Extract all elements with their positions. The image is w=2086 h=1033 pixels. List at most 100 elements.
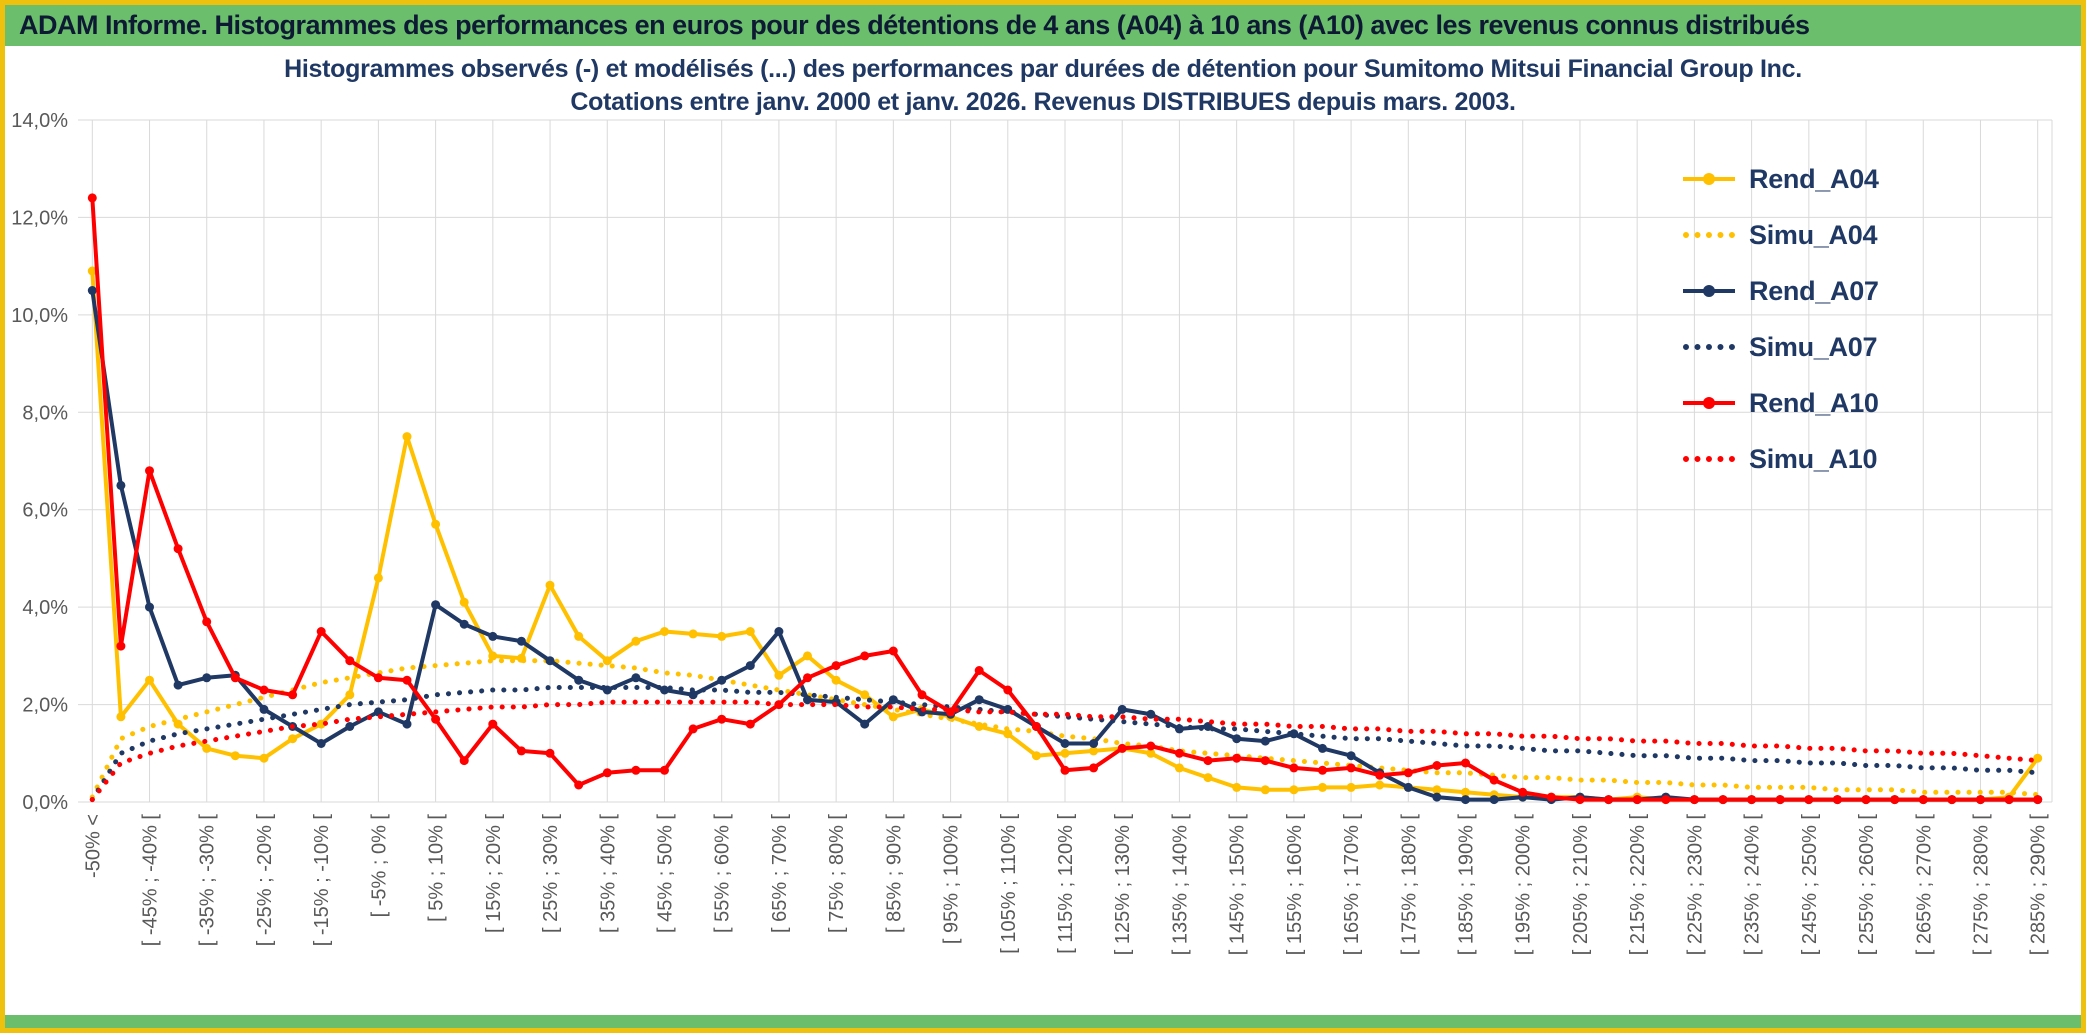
marker-rend_a07: [860, 719, 870, 729]
x-tick-label: [ 145% ; 150% [: [1227, 814, 1249, 956]
legend-label: Rend_A10: [1749, 387, 1879, 418]
marker-rend_a04: [631, 636, 641, 646]
legend-item-simu-a10: Simu_A10: [1683, 431, 1879, 487]
marker-rend_a04: [87, 266, 97, 276]
marker-rend_a07: [202, 673, 212, 683]
y-tick-label: 12,0%: [11, 207, 68, 229]
legend-label: Simu_A07: [1749, 331, 1878, 362]
marker-rend_a04: [1031, 751, 1041, 761]
marker-rend_a10: [1432, 761, 1442, 770]
legend-item-rend-a04: Rend_A04: [1683, 151, 1879, 207]
legend-label: Rend_A07: [1749, 275, 1879, 306]
x-tick-label: -50% <: [82, 814, 104, 878]
x-tick-label: [ 35% ; 40% [: [597, 814, 619, 933]
marker-rend_a07: [803, 695, 812, 705]
marker-rend_a10: [831, 661, 841, 671]
marker-rend_a07: [774, 627, 784, 636]
marker-rend_a10: [87, 193, 97, 203]
x-tick-label: [ 155% ; 160% [: [1284, 814, 1306, 956]
legend-item-rend-a07: Rend_A07: [1683, 263, 1879, 319]
marker-rend_a10: [1461, 758, 1470, 768]
marker-rend_a10: [1775, 795, 1785, 805]
y-tick-label: 6,0%: [22, 500, 68, 522]
marker-rend_a04: [1461, 787, 1470, 797]
marker-rend_a10: [1689, 795, 1699, 805]
legend-item-simu-a07: Simu_A07: [1683, 319, 1879, 375]
marker-rend_a07: [1089, 739, 1099, 748]
x-tick-label: [ 275% ; 280% [: [1970, 814, 1992, 956]
marker-rend_a10: [946, 707, 956, 717]
marker-rend_a04: [288, 734, 298, 744]
chart-title-line2: Cotations entre janv. 2000 et janv. 2026…: [570, 88, 1516, 116]
marker-rend_a04: [402, 432, 412, 442]
marker-rend_a10: [1403, 768, 1413, 778]
marker-rend_a10: [1947, 795, 1957, 805]
marker-rend_a10: [1117, 743, 1127, 753]
marker-rend_a10: [2033, 795, 2043, 805]
marker-rend_a10: [1203, 756, 1213, 766]
marker-rend_a10: [230, 673, 240, 683]
marker-rend_a10: [1976, 795, 1985, 805]
marker-rend_a10: [1146, 741, 1156, 751]
marker-rend_a10: [116, 641, 126, 651]
marker-rend_a10: [1546, 792, 1556, 802]
marker-rend_a07: [660, 685, 669, 695]
marker-rend_a07: [545, 656, 555, 666]
y-tick-label: 2,0%: [22, 695, 68, 717]
legend-label: Rend_A04: [1749, 163, 1879, 194]
marker-rend_a10: [1089, 763, 1099, 773]
x-tick-label: [ 225% ; 230% [: [1684, 814, 1706, 956]
marker-rend_a04: [373, 573, 383, 583]
marker-rend_a10: [1718, 795, 1728, 805]
chart-legend: Rend_A04 Simu_A04 Rend_A07 Simu_A07 Rend…: [1683, 151, 1879, 487]
x-tick-label: [ 65% ; 70% [: [769, 814, 791, 933]
marker-rend_a04: [431, 519, 441, 529]
y-tick-label: 0,0%: [22, 792, 68, 814]
x-tick-label: [ 75% ; 80% [: [826, 814, 848, 933]
legend-marker-icon: [1703, 285, 1715, 297]
marker-rend_a07: [87, 286, 97, 295]
legend-label: Simu_A10: [1749, 443, 1878, 474]
x-tick-label: [ 135% ; 140% [: [1169, 814, 1191, 956]
series-simu_a07: [89, 685, 2041, 803]
marker-rend_a04: [1203, 773, 1213, 783]
marker-rend_a10: [1918, 795, 1928, 805]
legend-line-sample: [1683, 232, 1735, 238]
marker-rend_a10: [545, 748, 555, 758]
marker-rend_a10: [145, 466, 154, 476]
marker-rend_a10: [917, 690, 927, 700]
marker-rend_a10: [1031, 722, 1041, 731]
x-tick-label: [ 125% ; 130% [: [1112, 814, 1134, 956]
legend-item-rend-a10: Rend_A10: [1683, 375, 1879, 431]
x-tick-label: [ -35% ; -30% [: [197, 814, 219, 947]
marker-rend_a07: [345, 722, 355, 731]
marker-rend_a10: [1489, 775, 1499, 785]
marker-rend_a10: [1832, 795, 1842, 805]
marker-rend_a10: [2004, 795, 2014, 805]
marker-rend_a07: [259, 704, 269, 714]
x-tick-label: [ 245% ; 250% [: [1799, 814, 1821, 956]
marker-rend_a04: [774, 670, 784, 680]
marker-rend_a07: [1117, 704, 1127, 714]
x-tick-label: [ 85% ; 90% [: [883, 814, 905, 933]
marker-rend_a04: [1318, 782, 1327, 792]
marker-rend_a04: [745, 627, 755, 636]
marker-rend_a10: [1289, 763, 1299, 773]
marker-rend_a07: [1060, 739, 1070, 748]
legend-line-sample: [1683, 173, 1735, 185]
marker-rend_a10: [1890, 795, 1900, 805]
marker-rend_a10: [974, 666, 984, 675]
marker-rend_a04: [145, 675, 154, 685]
marker-rend_a10: [373, 673, 383, 683]
header-bar: ADAM Informe. Histogrammes des performan…: [5, 5, 2081, 46]
chart-title: Histogrammes observés (-) et modélisés (…: [5, 53, 2081, 119]
marker-rend_a10: [1632, 795, 1642, 805]
marker-rend_a10: [173, 544, 183, 554]
marker-rend_a04: [1146, 748, 1156, 758]
marker-rend_a04: [1289, 785, 1299, 795]
marker-rend_a10: [860, 651, 870, 661]
marker-rend_a07: [1432, 792, 1442, 802]
marker-rend_a10: [574, 780, 584, 790]
marker-rend_a04: [1260, 785, 1270, 795]
x-tick-label: [ -15% ; -10% [: [311, 814, 333, 947]
